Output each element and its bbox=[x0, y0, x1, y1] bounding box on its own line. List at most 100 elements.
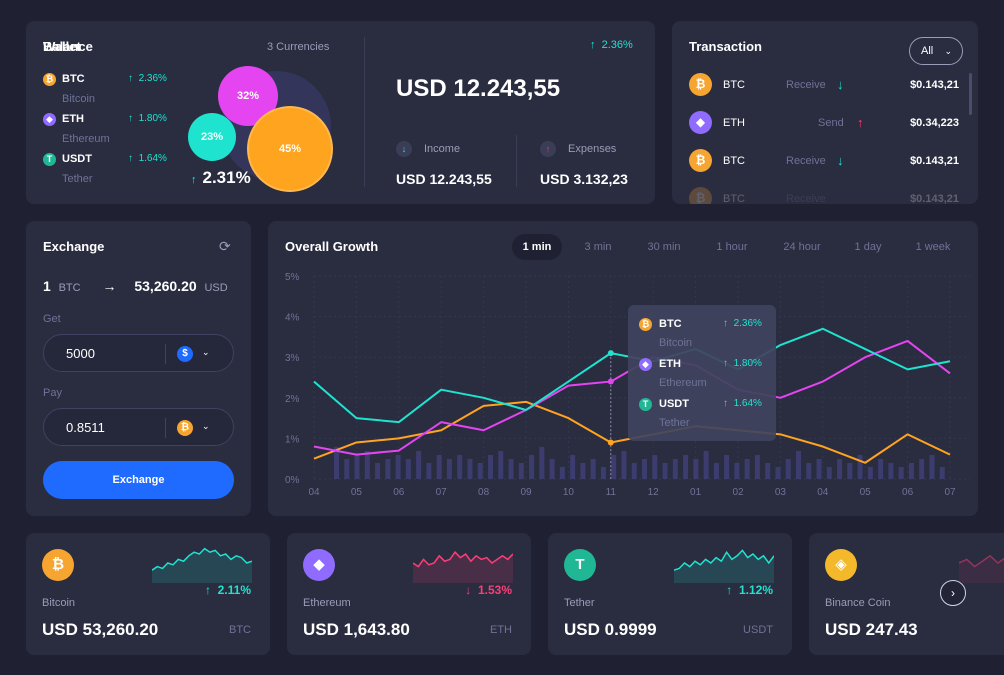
hover-point-usdt bbox=[607, 350, 614, 357]
scrollbar[interactable] bbox=[969, 73, 972, 115]
chevron-down-icon: ⌄ bbox=[944, 46, 952, 56]
volume-bar bbox=[662, 463, 668, 479]
binance-sparkline bbox=[959, 554, 1004, 583]
tab-1-hour[interactable]: 1 hour bbox=[716, 241, 748, 253]
balance-value: USD 12.243,55 bbox=[396, 75, 561, 102]
tether-icon: T bbox=[639, 398, 652, 411]
chevron-right-icon[interactable]: › bbox=[940, 580, 966, 606]
rate-value: 53,260.20 bbox=[134, 278, 197, 294]
transaction-card: Transaction All ⌄ ₿ BTC Receive ↓ $0.143… bbox=[672, 21, 978, 204]
volume-bar bbox=[436, 455, 442, 479]
volume-bar bbox=[364, 451, 370, 479]
rate-to: USD bbox=[204, 282, 228, 294]
get-value[interactable]: 5000 bbox=[66, 346, 95, 361]
get-label: Get bbox=[43, 313, 61, 325]
tx-symbol: BTC bbox=[723, 155, 745, 167]
exchange-button[interactable]: Exchange bbox=[43, 461, 234, 499]
arrow-down-icon: ↓ bbox=[837, 153, 844, 168]
tx-type: Receive bbox=[786, 79, 826, 91]
tab-1-week[interactable]: 1 week bbox=[915, 241, 951, 253]
tab-30-min[interactable]: 30 min bbox=[647, 241, 681, 253]
volume-bar bbox=[457, 455, 463, 479]
transaction-filter-dropdown[interactable]: All ⌄ bbox=[909, 37, 963, 65]
volume-bar bbox=[529, 455, 535, 479]
market-card-tether[interactable]: T ↑ 1.12% Tether USD 0.9999 USDT bbox=[548, 533, 792, 655]
x-tick-label: 03 bbox=[775, 487, 787, 498]
volume-bar bbox=[919, 459, 925, 479]
growth-card: 0% 1% 2% 3% 4% 5% 04 05 06 07 08 09 10 11 12 01 02 03 04 05… bbox=[268, 221, 978, 516]
exchange-rate: 1 BTC → 53,260.20 USD bbox=[43, 278, 243, 294]
ethereum-icon: ◆ bbox=[639, 358, 652, 371]
tooltip-name: Bitcoin bbox=[659, 337, 693, 349]
hover-point-eth bbox=[607, 378, 614, 385]
volume-bar bbox=[734, 463, 740, 479]
market-name: Ethereum bbox=[303, 597, 351, 609]
currencies-count: 3 Currencies bbox=[267, 41, 330, 53]
pay-input[interactable]: 0.8511 ₿ ⌄ bbox=[43, 408, 234, 446]
pay-value[interactable]: 0.8511 bbox=[66, 420, 105, 435]
tab-3-min[interactable]: 3 min bbox=[584, 241, 612, 253]
transaction-row[interactable]: ₿ BTC Receive ↓ $0.143,21 bbox=[689, 73, 964, 97]
tab-1-day[interactable]: 1 day bbox=[854, 241, 882, 253]
bitcoin-icon: ₿ bbox=[689, 73, 712, 96]
transaction-row[interactable]: ₿ BTC Receive ↓ $0.143,21 bbox=[689, 149, 964, 173]
refresh-icon[interactable]: ⟳ bbox=[219, 238, 231, 254]
chevron-down-icon[interactable]: ⌄ bbox=[202, 421, 210, 431]
bitcoin-icon: ₿ bbox=[42, 549, 74, 581]
income-label: Income bbox=[424, 143, 461, 155]
get-input[interactable]: 5000 $ ⌄ bbox=[43, 334, 234, 372]
volume-bar bbox=[754, 455, 760, 479]
tx-amount: $0.143,21 bbox=[910, 79, 959, 91]
market-symbol: USDT bbox=[743, 624, 773, 636]
expenses-value: USD 3.132,23 bbox=[540, 171, 628, 187]
sparkline-area bbox=[959, 555, 1004, 583]
arrow-right-icon: → bbox=[102, 278, 117, 294]
market-card-ethereum[interactable]: ◆ ↓ 1.53% Ethereum USD 1,643.80 ETH bbox=[287, 533, 531, 655]
x-tick-label: 11 bbox=[606, 487, 617, 498]
exchange-card: Exchange ⟳ 1 BTC → 53,260.20 USD Get 500… bbox=[26, 221, 251, 516]
market-card-bitcoin[interactable]: ₿ ↑ 2.11% Bitcoin USD 53,260.20 BTC bbox=[26, 533, 270, 655]
arrow-down-icon: ↓ bbox=[396, 141, 412, 157]
coin-name: Tether bbox=[62, 173, 93, 185]
balance-change: ↑ 2.36% bbox=[590, 39, 633, 51]
market-card-binance[interactable]: ◈ Binance Coin USD 247.43 bbox=[809, 533, 1004, 655]
tx-type: Receive bbox=[786, 155, 826, 167]
volume-bar bbox=[713, 463, 719, 479]
bitcoin-icon[interactable]: ₿ bbox=[177, 420, 193, 436]
tab-1-min[interactable]: 1 min bbox=[512, 234, 562, 260]
market-price: USD 53,260.20 bbox=[42, 620, 159, 639]
tx-amount: $0.143,21 bbox=[910, 193, 959, 204]
volume-bar bbox=[539, 447, 545, 479]
volume-bar bbox=[724, 455, 730, 479]
x-tick-label: 09 bbox=[520, 487, 532, 498]
tx-symbol: BTC bbox=[723, 79, 745, 91]
volume-bar bbox=[416, 451, 422, 479]
volume-bar bbox=[867, 467, 873, 479]
transaction-row[interactable]: ₿ BTC Receive $0.143,21 bbox=[689, 187, 964, 204]
tab-24-hour[interactable]: 24 hour bbox=[783, 241, 821, 253]
volume-bar bbox=[857, 455, 863, 479]
income-value: USD 12.243,55 bbox=[396, 171, 492, 187]
volume-bar bbox=[785, 459, 791, 479]
tx-symbol: ETH bbox=[723, 117, 745, 129]
rate-from: BTC bbox=[58, 282, 81, 294]
sparkline-line bbox=[413, 551, 513, 568]
divider bbox=[364, 37, 365, 187]
market-name: Binance Coin bbox=[825, 597, 891, 609]
tx-amount: $0.143,21 bbox=[910, 155, 959, 167]
x-tick-label: 08 bbox=[478, 487, 490, 498]
volume-bar bbox=[446, 459, 452, 479]
x-tick-label: 04 bbox=[308, 487, 320, 498]
x-tick-label: 01 bbox=[690, 487, 702, 498]
volume-bar bbox=[621, 451, 627, 479]
chevron-down-icon[interactable]: ⌄ bbox=[202, 347, 210, 357]
tooltip-change: ↑ 2.36% bbox=[723, 318, 762, 329]
bubble-btc: 45% bbox=[249, 108, 331, 190]
tooltip-name: Tether bbox=[659, 417, 690, 429]
volume-bar bbox=[508, 459, 514, 479]
transaction-row[interactable]: ◆ ETH Send ↑ $0.34,223 bbox=[689, 111, 964, 135]
dollar-icon[interactable]: $ bbox=[177, 346, 193, 362]
volume-bar bbox=[334, 447, 339, 479]
volume-bar bbox=[611, 455, 617, 479]
wallet-total-change: ↑ 2.31% bbox=[191, 168, 251, 187]
